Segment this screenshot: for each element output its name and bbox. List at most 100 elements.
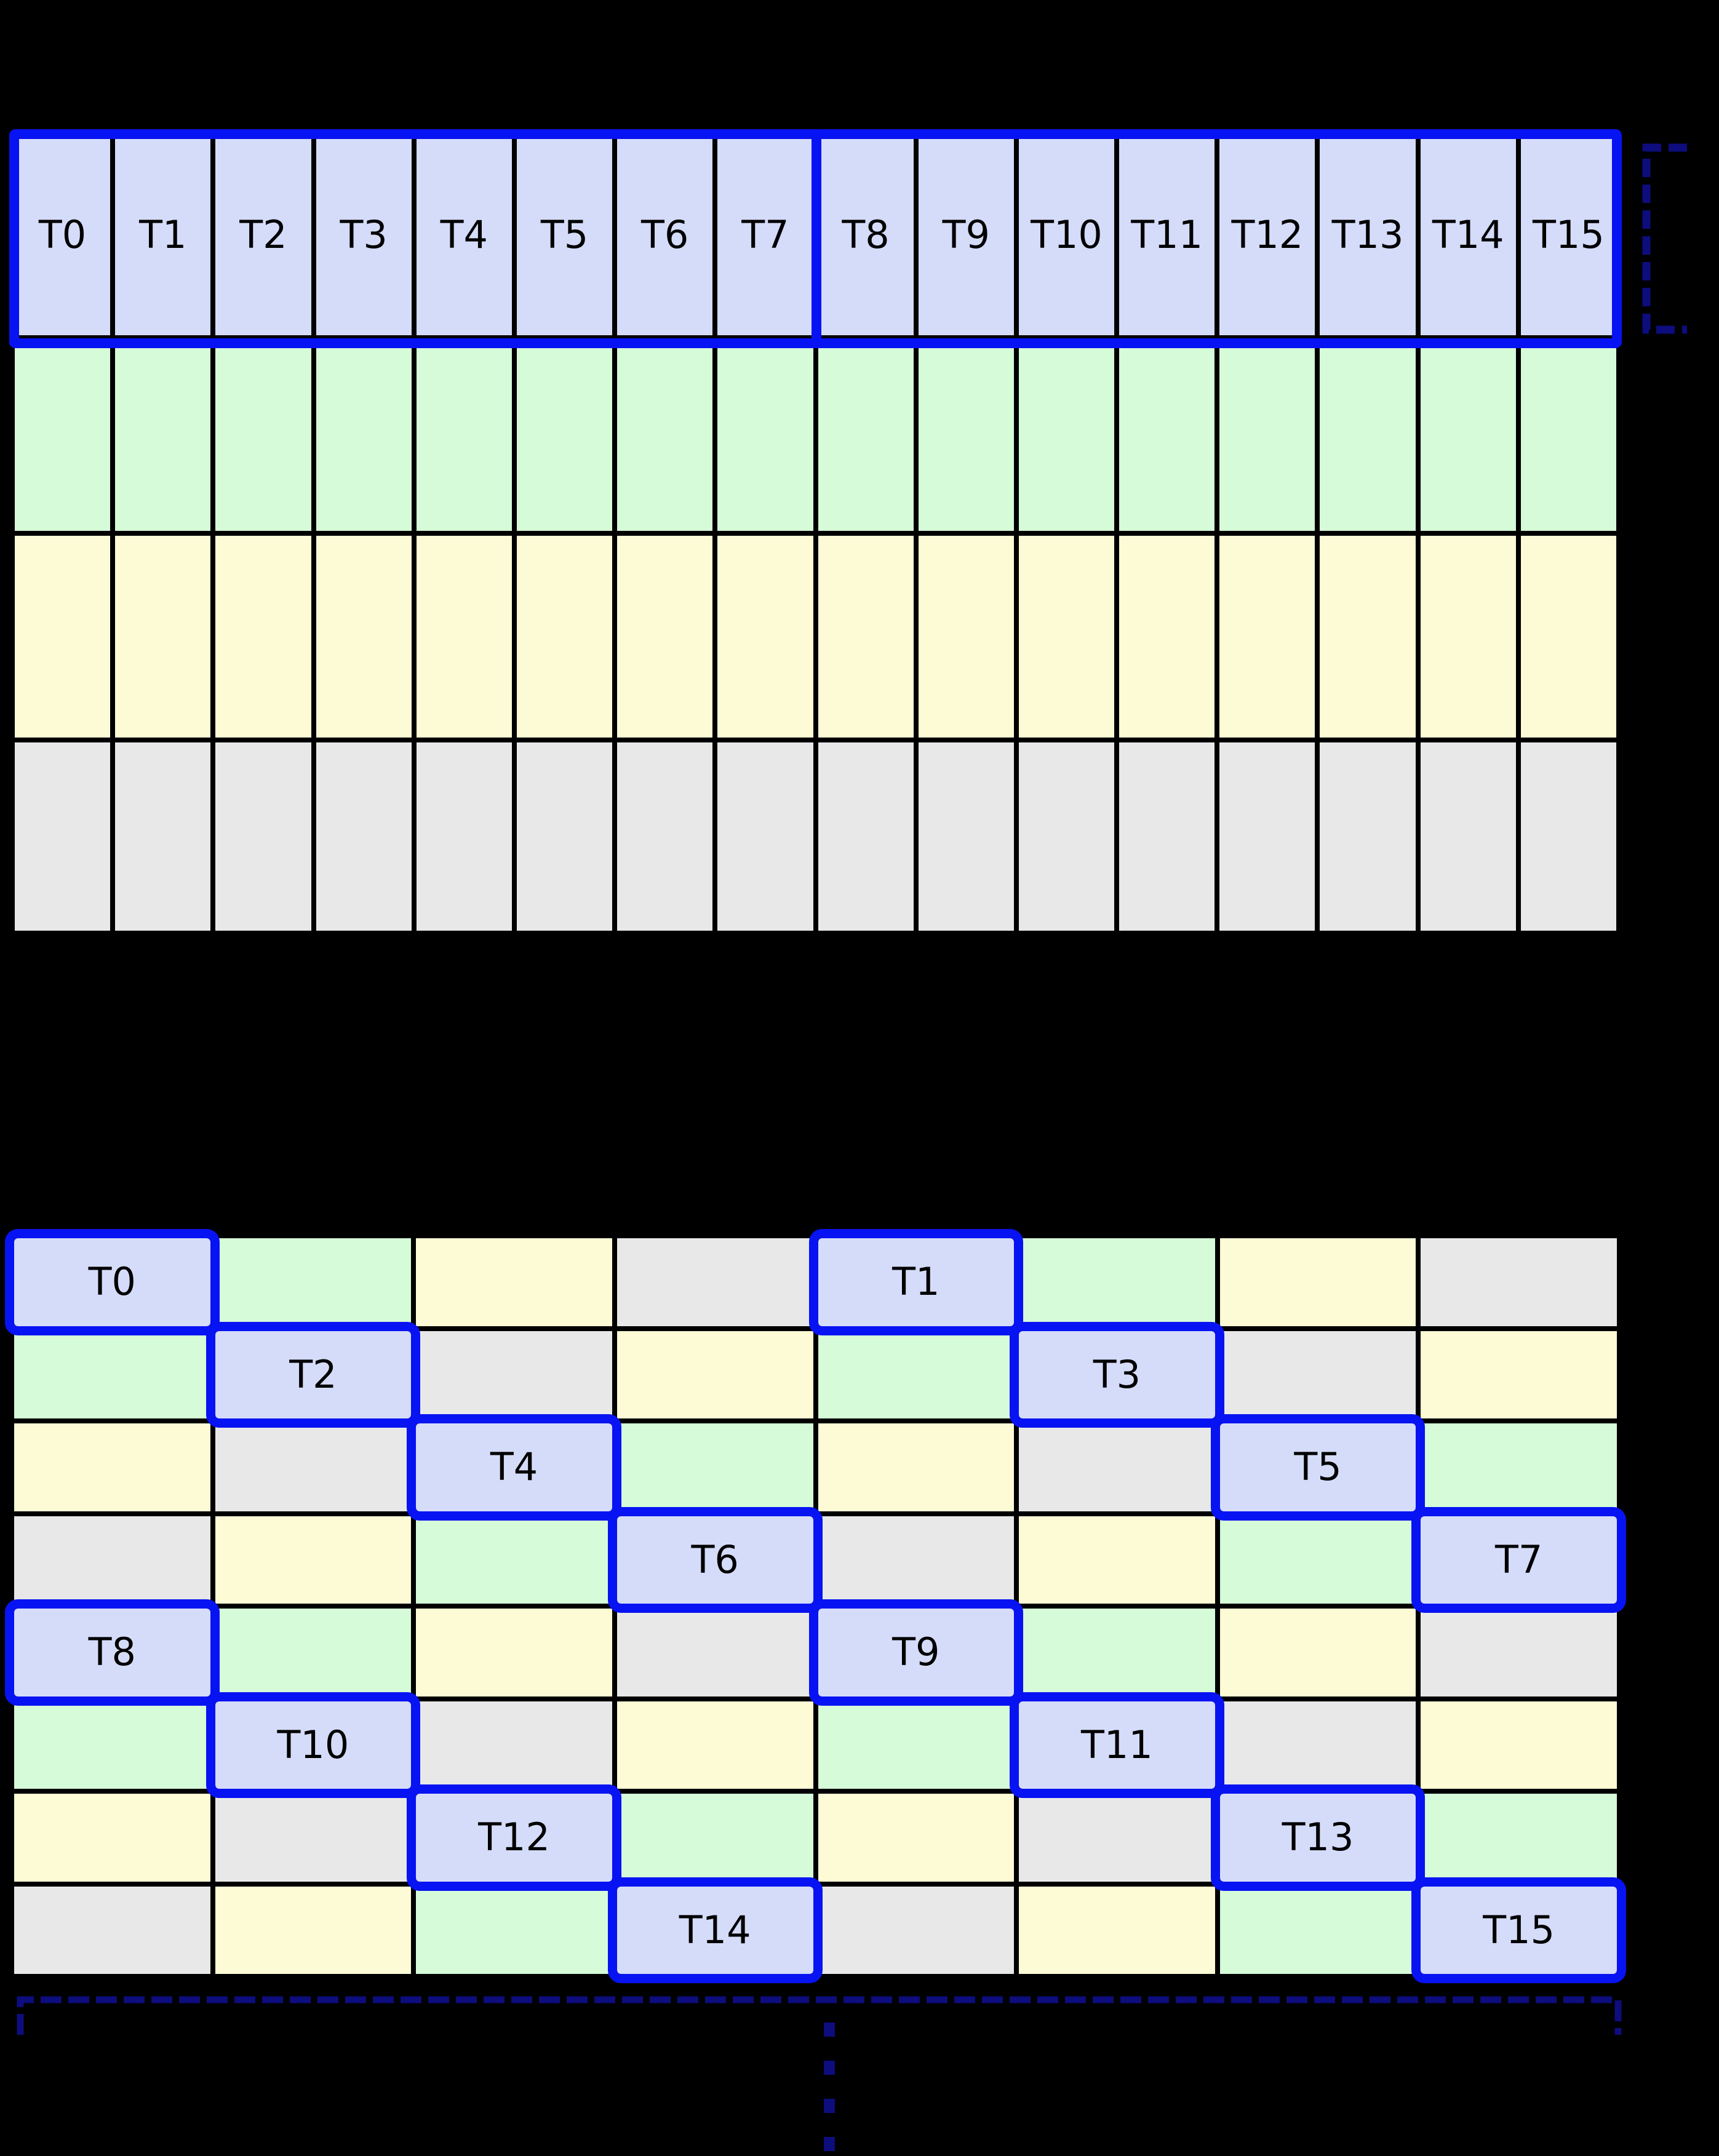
swizzled-thread-cell-T4: T4 — [407, 1414, 621, 1521]
swizzled-cell — [616, 1701, 813, 1789]
swizzled-thread-cell-T7: T7 — [1411, 1506, 1626, 1613]
swizzled-cell — [215, 1238, 412, 1326]
swizzled-cell — [616, 1794, 813, 1882]
swizzled-cell — [818, 1331, 1015, 1418]
warp-bracket — [1642, 143, 1687, 334]
thread-header-cell-T15: T15 — [1520, 135, 1616, 335]
swizzled-thread-cell-T8: T8 — [5, 1599, 220, 1706]
swizzled-thread-cell-T9: T9 — [808, 1599, 1024, 1706]
swizzled-thread-cell-T2: T2 — [205, 1321, 421, 1428]
swizzled-cell — [616, 1423, 813, 1511]
swizzled-cell — [416, 1331, 612, 1418]
thread-header-cell-T9: T9 — [918, 135, 1014, 335]
memory-cell — [115, 340, 211, 531]
swizzled-cell — [1219, 1886, 1416, 1974]
swizzled-cell — [416, 1516, 612, 1604]
memory-cell — [1420, 340, 1516, 531]
swizzled-cell — [1421, 1609, 1617, 1697]
swizzled-cell — [616, 1331, 813, 1418]
swizzled-cell — [1219, 1609, 1416, 1697]
memory-cell — [316, 340, 412, 531]
swizzled-cell — [416, 1701, 612, 1789]
memory-cell — [1320, 742, 1416, 931]
memory-cell — [416, 536, 512, 738]
swizzled-cell — [1019, 1516, 1215, 1604]
thread-header-cell-T2: T2 — [215, 135, 311, 335]
memory-cell — [818, 536, 914, 738]
swizzled-cell — [1219, 1238, 1416, 1326]
memory-cell — [818, 340, 914, 531]
memory-cell — [918, 742, 1014, 931]
memory-cell — [1219, 536, 1315, 738]
thread-header-cell-T7: T7 — [717, 135, 813, 335]
memory-cell — [215, 742, 311, 931]
swizzled-cell — [1019, 1423, 1215, 1511]
memory-cell — [316, 536, 412, 738]
memory-cell — [1018, 742, 1115, 931]
memory-cell — [1119, 742, 1215, 931]
swizzled-cell — [416, 1609, 612, 1697]
memory-cell — [516, 742, 613, 931]
memory-cell — [1520, 536, 1616, 738]
swizzled-cell — [818, 1886, 1015, 1974]
swizzled-thread-cell-T13: T13 — [1210, 1784, 1426, 1891]
swizzled-cell — [215, 1609, 412, 1697]
memory-cell — [717, 536, 813, 738]
memory-cell — [717, 340, 813, 531]
memory-cell — [1219, 340, 1315, 531]
memory-cell — [516, 536, 613, 738]
thread-row-table: T0 T1 T2 T3 T4 T5 T6 T7 T8 T9 T10 T11 T12 T13 T14 T15 — [9, 129, 1622, 936]
thread-header-cell-T14: T14 — [1420, 135, 1516, 335]
swizzled-cell — [215, 1886, 412, 1974]
memory-cell — [617, 340, 713, 531]
thread-header-cell-T0: T0 — [15, 135, 111, 335]
memory-cell — [918, 536, 1014, 738]
swizzled-cell — [416, 1886, 612, 1974]
memory-cell — [1420, 536, 1516, 738]
memory-cell — [15, 742, 111, 931]
swizzled-cell — [1421, 1238, 1617, 1326]
swizzled-thread-cell-T0: T0 — [5, 1229, 220, 1335]
swizzled-cell — [818, 1701, 1015, 1789]
memory-cell — [316, 742, 412, 931]
memory-cell — [1420, 742, 1516, 931]
thread-header-cell-T5: T5 — [516, 135, 613, 335]
memory-cell — [617, 536, 713, 738]
swizzled-cell — [1219, 1331, 1416, 1418]
memory-cell — [1219, 742, 1315, 931]
swizzled-cell — [818, 1423, 1015, 1511]
swizzled-cell — [14, 1516, 210, 1604]
thread-header-cell-T10: T10 — [1018, 135, 1115, 335]
memory-cell — [1119, 536, 1215, 738]
memory-cell — [1018, 340, 1115, 531]
thread-header-cell-T6: T6 — [617, 135, 713, 335]
swizzled-cell — [1019, 1609, 1215, 1697]
swizzled-cell — [14, 1886, 210, 1974]
swizzled-cell — [1219, 1701, 1416, 1789]
memory-cell — [15, 536, 111, 738]
memory-cell — [818, 742, 914, 931]
swizzled-cell — [616, 1238, 813, 1326]
memory-cell — [416, 742, 512, 931]
swizzled-cell — [1421, 1331, 1617, 1418]
memory-cell — [1320, 340, 1416, 531]
thread-header-cell-T8: T8 — [818, 135, 914, 335]
memory-cell — [115, 742, 211, 931]
swizzled-cell — [14, 1423, 210, 1511]
swizzled-cell — [616, 1609, 813, 1697]
swizzled-cell — [14, 1701, 210, 1789]
swizzled-cell — [215, 1794, 412, 1882]
swizzled-cell — [14, 1794, 210, 1882]
swizzled-cell — [1019, 1794, 1215, 1882]
memory-cell — [215, 340, 311, 531]
memory-cell — [617, 742, 713, 931]
memory-cell — [1520, 742, 1616, 931]
thread-header-cell-T3: T3 — [316, 135, 412, 335]
thread-header-cell-T1: T1 — [115, 135, 211, 335]
swizzled-cell — [1019, 1886, 1215, 1974]
swizzled-cell — [1421, 1701, 1617, 1789]
swizzled-thread-cell-T14: T14 — [607, 1877, 823, 1983]
thread-header-cell-T4: T4 — [416, 135, 512, 335]
swizzled-thread-cell-T6: T6 — [607, 1506, 823, 1613]
